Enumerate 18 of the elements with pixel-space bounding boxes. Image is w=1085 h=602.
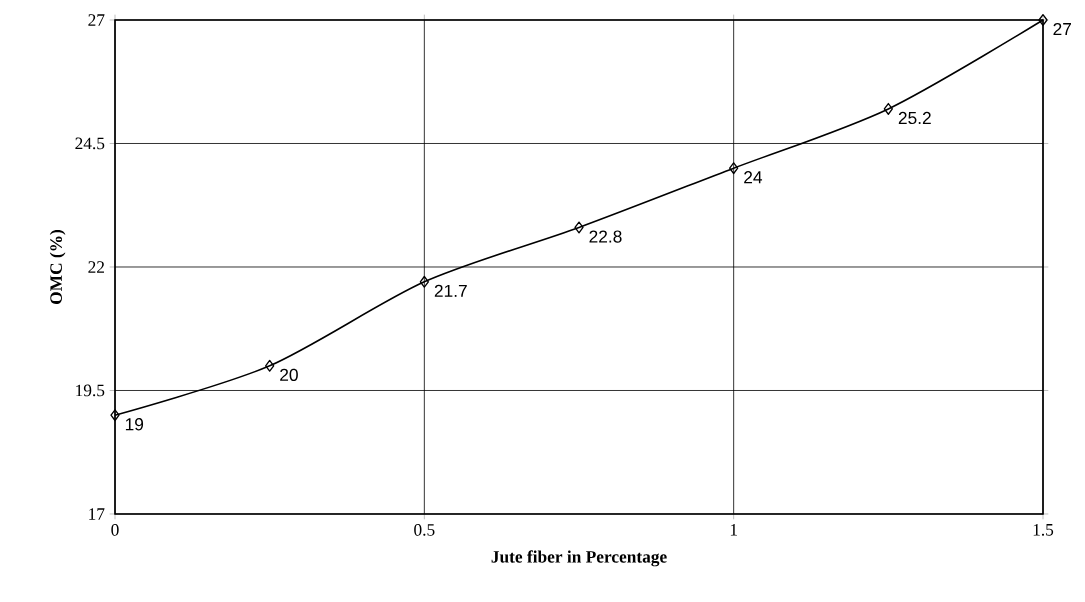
y-tick-label: 19.5 bbox=[76, 384, 105, 397]
x-axis-title: Jute fiber in Percentage bbox=[491, 550, 667, 567]
y-tick-label: 22 bbox=[88, 261, 105, 273]
data-label: 24 bbox=[744, 171, 763, 184]
data-label: 21.7 bbox=[434, 284, 467, 297]
x-tick-label: 1.5 bbox=[1033, 524, 1054, 536]
data-label: 19 bbox=[125, 418, 144, 431]
x-tick-label: 0 bbox=[111, 524, 119, 536]
x-tick-label: 1 bbox=[730, 524, 737, 536]
x-tick-label: 0.5 bbox=[414, 524, 435, 536]
y-axis-title: OMC (%) bbox=[49, 229, 66, 304]
y-tick-label: 27 bbox=[88, 14, 105, 26]
data-label: 27 bbox=[1053, 22, 1071, 36]
data-label: 25.2 bbox=[898, 111, 931, 125]
y-tick-label: 24.5 bbox=[75, 137, 105, 150]
y-tick-label: 17 bbox=[89, 508, 105, 520]
data-label: 22.8 bbox=[589, 230, 622, 243]
data-label: 20 bbox=[280, 368, 298, 381]
